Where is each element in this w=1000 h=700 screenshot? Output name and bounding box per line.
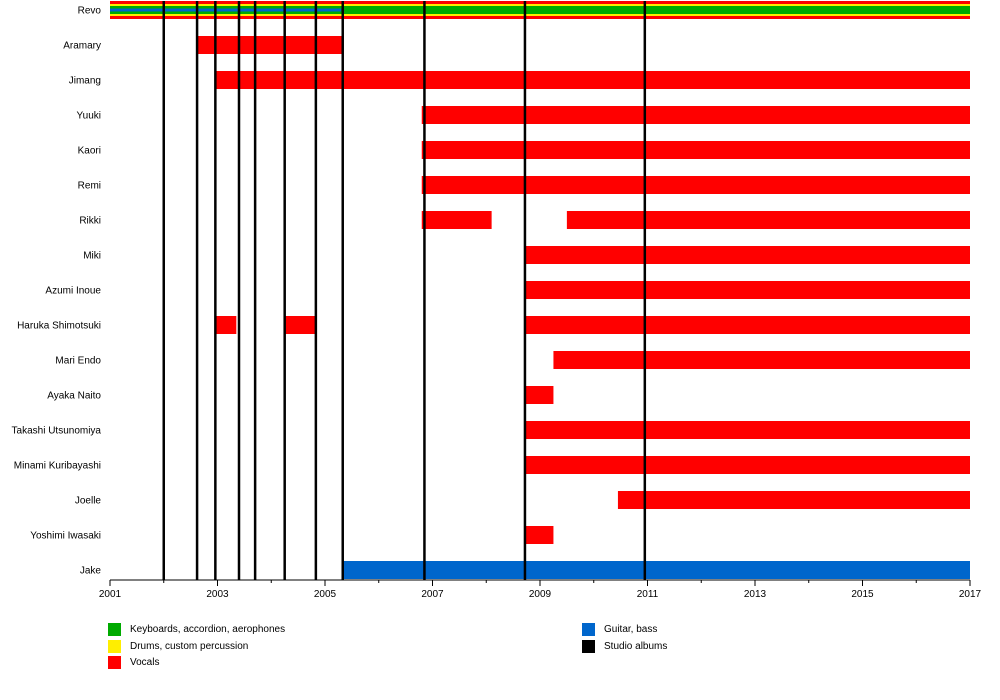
member-label: Azumi Inoue bbox=[45, 286, 101, 297]
bar-vocals bbox=[566, 211, 970, 229]
member-label: Jimang bbox=[69, 76, 101, 87]
member-label: Rikki bbox=[79, 216, 101, 227]
x-tick-label: 2017 bbox=[959, 589, 982, 600]
legend-item-albums: Studio albums bbox=[582, 640, 667, 653]
x-axis: 2001 2003 2005 2007 2009 2011 2013 2015 2017 bbox=[99, 579, 982, 600]
member-label: Miki bbox=[83, 251, 101, 262]
member-bars bbox=[110, 1, 971, 579]
bar-vocals bbox=[524, 316, 970, 334]
bar-vocals bbox=[524, 421, 970, 439]
member-label: Minami Kuribayashi bbox=[14, 461, 101, 472]
x-tick-label: 2007 bbox=[421, 589, 444, 600]
legend-label-drums: Drums, custom percussion bbox=[130, 641, 249, 652]
member-label: Jake bbox=[80, 566, 102, 577]
member-label: Yoshimi Iwasaki bbox=[30, 531, 101, 542]
x-tick-label: 2005 bbox=[314, 589, 337, 600]
legend-swatch-keyboards bbox=[108, 623, 121, 636]
bar-vocals bbox=[524, 246, 970, 264]
bar-vocals bbox=[421, 141, 970, 159]
x-tick-label: 2001 bbox=[99, 589, 122, 600]
bar-vocals bbox=[284, 316, 316, 334]
member-label: Revo bbox=[78, 6, 102, 17]
member-label: Joelle bbox=[75, 496, 102, 507]
legend-swatch-drums bbox=[108, 640, 121, 653]
legend-label-albums: Studio albums bbox=[604, 641, 668, 652]
legend-item-keyboards: Keyboards, accordion, aerophones bbox=[108, 623, 285, 636]
legend-label-guitar: Guitar, bass bbox=[604, 624, 658, 635]
x-tick-label: 2003 bbox=[206, 589, 229, 600]
member-label: Haruka Shimotsuki bbox=[17, 321, 101, 332]
legend-swatch-guitar bbox=[582, 623, 595, 636]
bar-vocals bbox=[617, 491, 970, 509]
bar-vocals bbox=[215, 316, 237, 334]
legend-swatch-vocals bbox=[108, 656, 121, 669]
bar-guitar bbox=[342, 561, 970, 579]
legend-item-drums: Drums, custom percussion bbox=[108, 640, 248, 653]
x-tick-label: 2015 bbox=[851, 589, 874, 600]
bar-keyboards bbox=[110, 6, 970, 14]
studio-album-lines bbox=[162, 1, 647, 580]
bar-vocals bbox=[524, 386, 554, 404]
legend-item-guitar: Guitar, bass bbox=[582, 623, 657, 636]
x-tick-label: 2011 bbox=[637, 589, 659, 600]
member-labels: Revo Aramary Jimang Yuuki Kaori Remi Rikki Miki… bbox=[12, 6, 102, 577]
bar-vocals bbox=[215, 71, 971, 89]
bar-vocals bbox=[421, 211, 492, 229]
member-label: Remi bbox=[78, 181, 101, 192]
member-label: Yuuki bbox=[77, 111, 101, 122]
member-label: Ayaka Naito bbox=[47, 391, 101, 402]
bar-vocals bbox=[421, 176, 970, 194]
bar-vocals bbox=[524, 526, 554, 544]
legend-label-keyboards: Keyboards, accordion, aerophones bbox=[130, 624, 286, 635]
member-label: Aramary bbox=[63, 41, 101, 52]
legend-label-vocals: Vocals bbox=[130, 657, 160, 668]
bar-vocals bbox=[524, 281, 970, 299]
legend-swatch-albums bbox=[582, 640, 595, 653]
bar-vocals bbox=[421, 106, 970, 124]
member-label: Kaori bbox=[78, 146, 101, 157]
legend-item-vocals: Vocals bbox=[108, 656, 159, 669]
member-label: Takashi Utsunomiya bbox=[12, 426, 102, 437]
x-tick-label: 2009 bbox=[529, 589, 552, 600]
bar-vocals bbox=[553, 351, 970, 369]
member-label: Mari Endo bbox=[55, 356, 101, 367]
bar-vocals bbox=[524, 456, 970, 474]
bar-guitar bbox=[110, 8, 342, 12]
x-tick-label: 2013 bbox=[744, 589, 767, 600]
bar-vocals bbox=[197, 36, 343, 54]
